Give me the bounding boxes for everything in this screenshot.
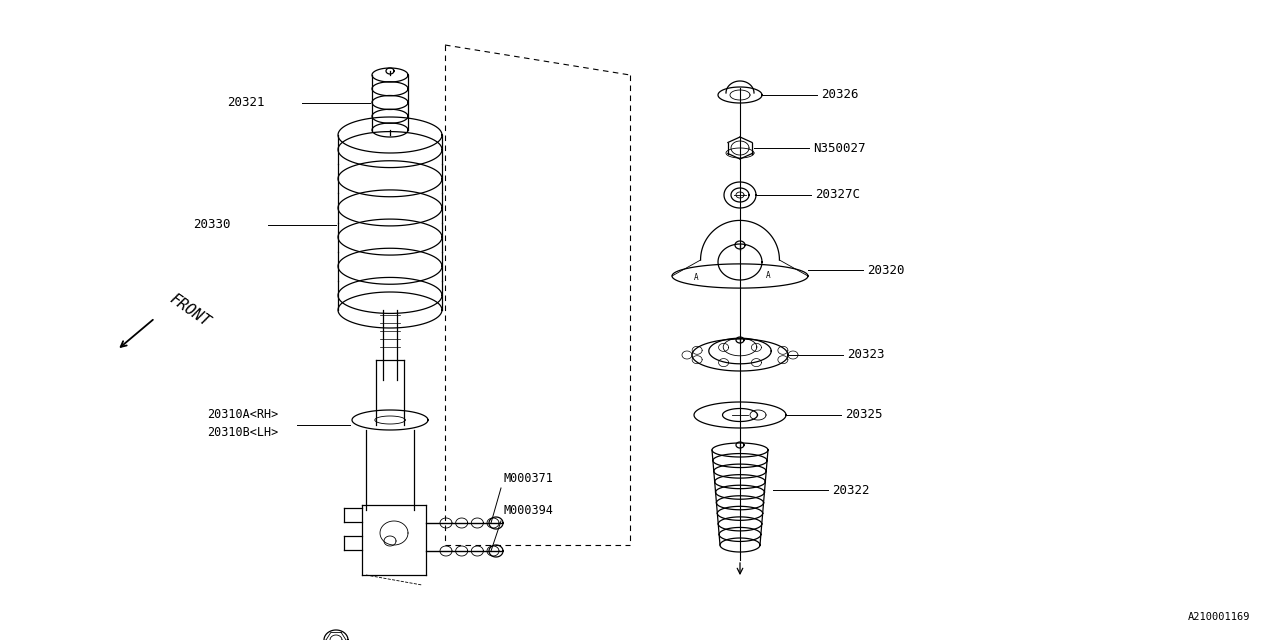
Text: 20323: 20323 bbox=[847, 349, 884, 362]
Text: 20310B<LH>: 20310B<LH> bbox=[207, 426, 278, 438]
Text: 20327C: 20327C bbox=[815, 189, 860, 202]
Text: 20310A<RH>: 20310A<RH> bbox=[207, 408, 278, 422]
Text: A: A bbox=[765, 271, 771, 280]
Text: 20322: 20322 bbox=[832, 483, 869, 497]
Text: A: A bbox=[694, 273, 699, 282]
Text: M000371: M000371 bbox=[503, 472, 553, 484]
Text: 20320: 20320 bbox=[867, 264, 905, 276]
Text: FRONT: FRONT bbox=[166, 291, 212, 329]
Text: 20330: 20330 bbox=[193, 218, 230, 232]
Text: A210001169: A210001169 bbox=[1188, 612, 1251, 622]
Text: 20325: 20325 bbox=[845, 408, 882, 422]
Text: 20326: 20326 bbox=[820, 88, 859, 102]
Text: M000394: M000394 bbox=[503, 504, 553, 518]
Text: 20321: 20321 bbox=[227, 97, 265, 109]
Text: N350027: N350027 bbox=[813, 141, 865, 154]
